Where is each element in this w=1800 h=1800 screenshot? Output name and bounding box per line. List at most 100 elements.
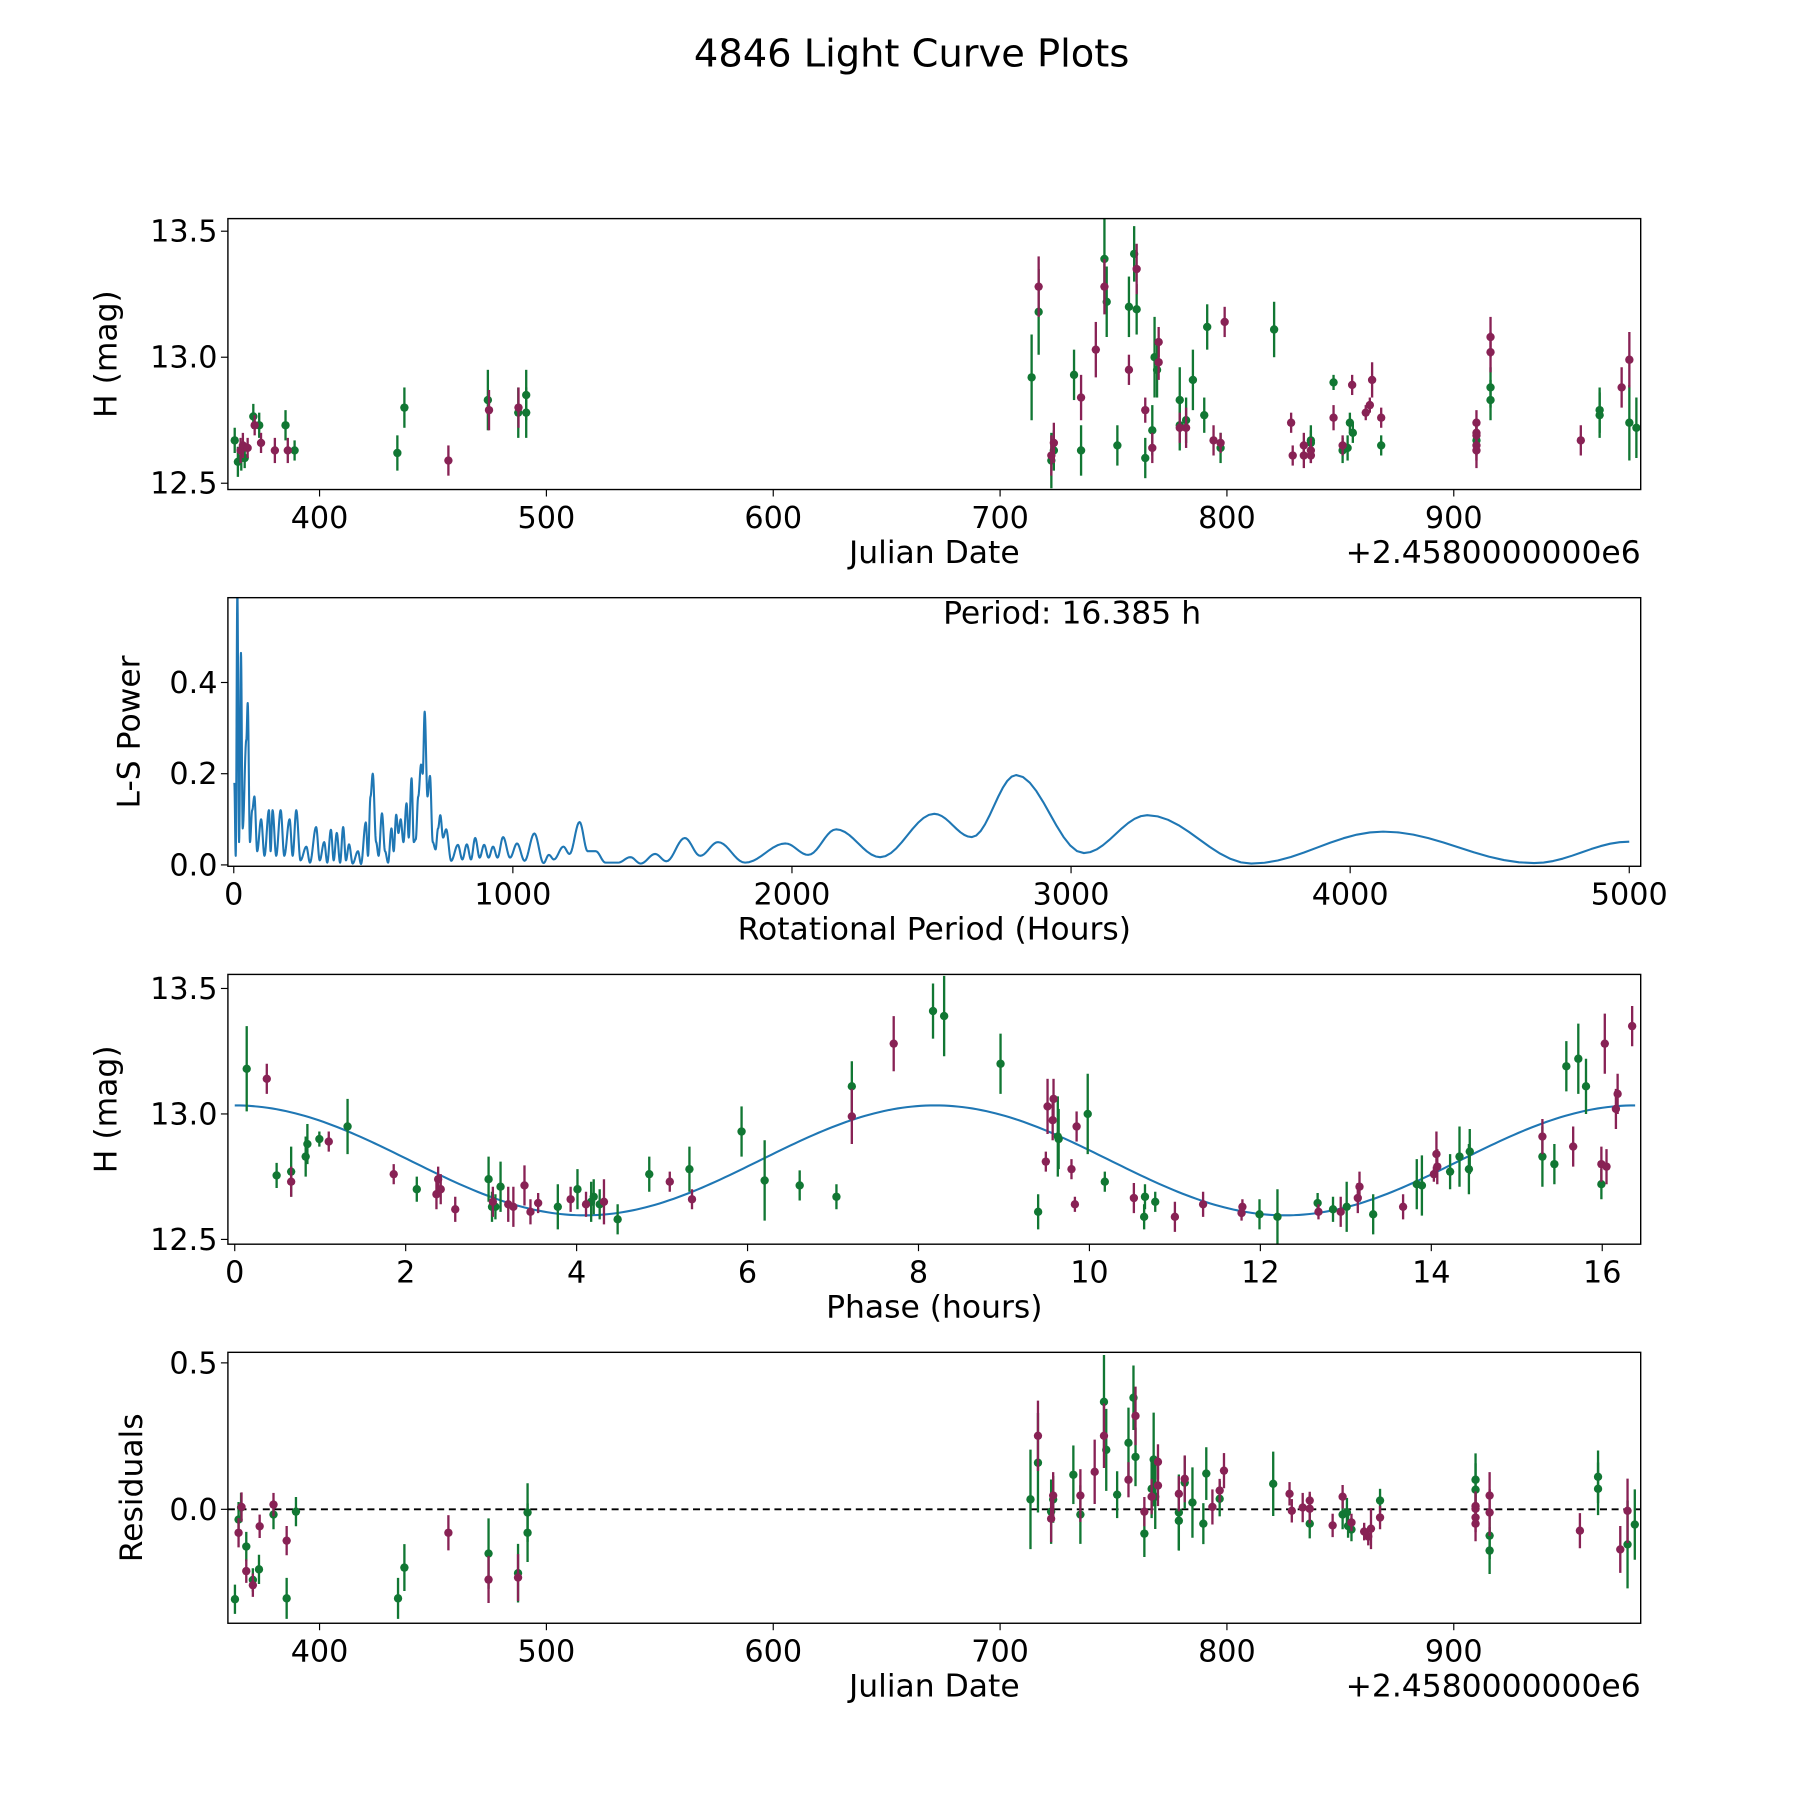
data-marker [1465,1147,1474,1156]
data-marker [1298,1503,1307,1512]
data-point [1375,1505,1385,1530]
y-tick-label: 0.0 [169,1493,217,1528]
data-marker [1132,264,1141,274]
model-fit-curve [234,1104,1636,1217]
data-marker [1485,1546,1494,1555]
data-point [1174,1476,1184,1512]
data-marker [1070,1200,1080,1209]
data-marker [1538,1132,1547,1141]
data-point [496,1161,505,1212]
x-tick-label: 900 [1425,501,1483,536]
data-marker [1026,1495,1035,1504]
data-marker [1355,1182,1364,1191]
data-point [1072,1111,1081,1142]
data-point [1203,304,1212,350]
data-marker [1348,428,1358,438]
data-marker [1377,441,1386,450]
data-marker [928,1006,938,1016]
data-point [1215,1478,1224,1503]
data-point [1288,445,1297,466]
data-point [1600,1013,1609,1074]
data-marker [242,1064,251,1073]
data-marker [484,1575,493,1584]
data-marker [1597,1180,1606,1189]
data-point [1616,1526,1625,1573]
data-marker [255,1522,264,1531]
data-marker [1153,1481,1163,1490]
phased-curve-panel: 0 2 4 6 8 10 12 14 16 12.5 13.0 13.5 Phase (hours) H … [88,972,1642,1325]
data-marker [1595,411,1604,420]
data-marker [272,1171,281,1180]
x-axis-label: Phase (hours) [826,1289,1042,1325]
data-point [1342,1181,1351,1232]
figure-title: 4846 Light Curve Plots [694,31,1129,76]
data-point [1576,425,1585,456]
x-tick-label: 0 [225,1256,244,1291]
data-marker [1486,347,1495,357]
data-point [1069,1445,1078,1505]
data-marker [1076,393,1086,402]
data-marker [1338,441,1347,450]
data-point [1124,1462,1133,1498]
data-marker [1203,322,1212,332]
axes-frame [227,1351,1642,1624]
data-point [1269,301,1279,358]
data-marker [484,405,494,415]
data-point [1188,1467,1197,1538]
data-marker [1100,1177,1109,1186]
data-marker [250,421,259,430]
data-point [566,1186,575,1212]
data-marker [1090,1467,1099,1477]
data-point [1445,1154,1455,1190]
data-marker [1305,1496,1314,1505]
data-point [1623,1478,1632,1544]
data-point [1581,1058,1591,1114]
data-point [1613,1073,1622,1114]
data-point [520,1165,529,1206]
data-marker [1067,1164,1076,1174]
data-point [393,435,402,471]
y-axis-label: Residuals [114,1413,150,1562]
data-marker [484,1549,493,1558]
data-marker [520,1181,529,1190]
data-point [1486,379,1495,421]
data-marker [1048,1491,1058,1500]
y-tick-label: 0.4 [169,666,217,701]
data-marker [1361,408,1370,417]
data-marker [514,403,523,412]
data-marker [400,1563,409,1572]
data-point [847,1088,857,1145]
data-point [1355,1171,1364,1202]
data-point [685,1146,694,1192]
data-point [242,1559,251,1583]
data-marker [573,1185,582,1194]
data-point [242,1026,251,1112]
y-tick-label: 13.0 [150,1097,217,1132]
data-marker [1188,1498,1197,1507]
data-marker [685,1164,694,1174]
data-point [393,1577,403,1619]
data-marker [1209,436,1218,445]
data-marker [1208,1502,1217,1512]
data-point [255,1514,264,1539]
axes-frame [227,217,1642,491]
data-marker [1151,1197,1160,1206]
data-point [760,1140,769,1221]
data-marker [1625,418,1634,427]
data-marker [230,436,239,445]
data-point [687,1189,697,1210]
data-marker [1613,1089,1622,1099]
x-tick-label: 1000 [474,878,551,913]
data-marker [613,1215,622,1224]
data-marker [270,446,280,455]
data-marker [1112,1490,1122,1499]
data-point [1298,1492,1307,1523]
data-marker [1033,1207,1043,1216]
data-marker [1170,1212,1180,1222]
data-marker [1550,1159,1559,1169]
data-marker [996,1059,1005,1068]
data-marker [1124,302,1134,312]
data-marker [1368,1210,1378,1219]
data-marker [1140,1529,1149,1538]
data-point [1219,1453,1229,1489]
